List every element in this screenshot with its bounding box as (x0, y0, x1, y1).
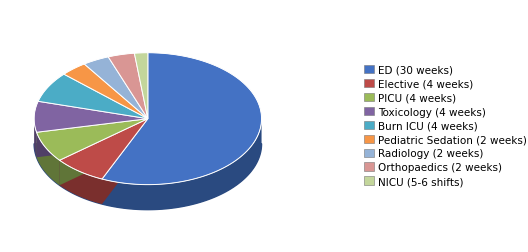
Polygon shape (102, 119, 148, 204)
Polygon shape (64, 65, 148, 119)
Polygon shape (60, 119, 148, 185)
Polygon shape (34, 144, 261, 210)
Polygon shape (102, 120, 261, 210)
Polygon shape (60, 161, 102, 204)
Polygon shape (102, 53, 261, 185)
Polygon shape (135, 53, 148, 119)
Polygon shape (36, 119, 148, 161)
Polygon shape (108, 54, 148, 119)
Polygon shape (84, 58, 148, 119)
Polygon shape (36, 119, 148, 158)
Polygon shape (102, 119, 148, 204)
Polygon shape (60, 119, 148, 185)
Polygon shape (34, 119, 36, 158)
Legend: ED (30 weeks), Elective (4 weeks), PICU (4 weeks), Toxicology (4 weeks), Burn IC: ED (30 weeks), Elective (4 weeks), PICU … (362, 64, 528, 188)
Polygon shape (34, 102, 148, 133)
Polygon shape (36, 119, 148, 158)
Polygon shape (38, 75, 148, 119)
Polygon shape (60, 119, 148, 179)
Polygon shape (36, 133, 60, 185)
